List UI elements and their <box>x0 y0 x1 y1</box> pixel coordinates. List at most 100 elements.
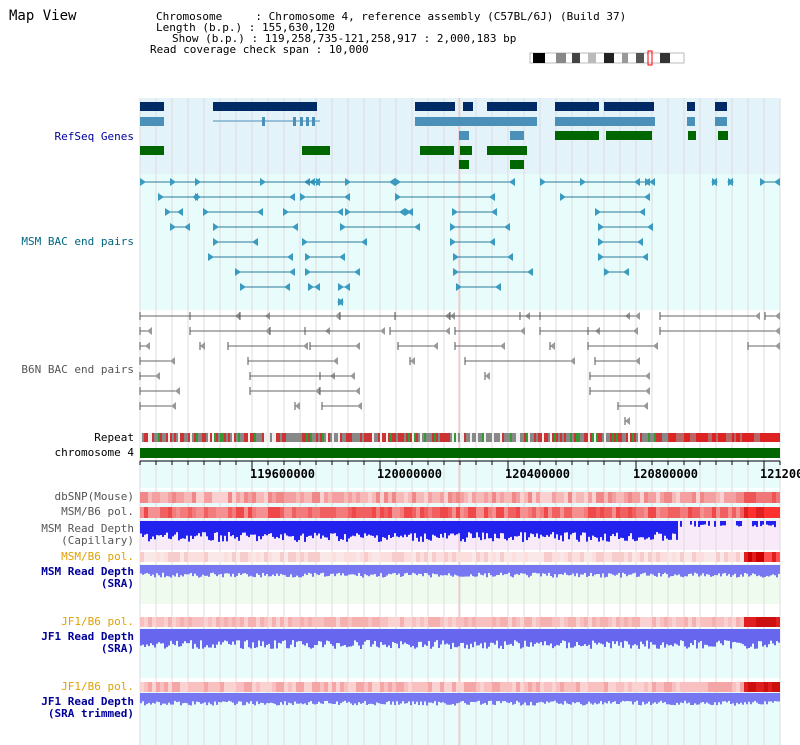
repeat-track[interactable] <box>140 433 780 442</box>
pol-segment <box>612 552 616 562</box>
track-label-b6n-bac[interactable]: B6N BAC end pairs <box>21 363 134 376</box>
repeat-segment <box>762 433 764 442</box>
pol-segment <box>140 492 144 503</box>
repeat-segment <box>766 433 768 442</box>
track-label-msm-b6-pol-2[interactable]: MSM/B6 pol. <box>61 550 134 563</box>
track-label-jf1-b6-pol-1[interactable]: JF1/B6 pol. <box>61 615 134 628</box>
pol-segment <box>448 682 452 692</box>
repeat-segment <box>734 433 736 442</box>
pol-segment <box>612 617 616 627</box>
track-label-jf1-b6-pol-2[interactable]: JF1/B6 pol. <box>61 680 134 693</box>
repeat-segment <box>632 433 634 442</box>
repeat-segment <box>604 433 606 442</box>
depth-bar <box>628 629 630 645</box>
refseq-genes-track[interactable] <box>140 102 728 169</box>
depth-bar <box>606 629 608 642</box>
track-label-refseq[interactable]: RefSeq Genes <box>54 130 134 143</box>
track-label-repeat[interactable]: Repeat <box>94 431 134 444</box>
depth-bar <box>558 565 560 575</box>
track-label-msm-b6-pol-1[interactable]: MSM/B6 pol. <box>61 505 134 518</box>
depth-bar <box>644 565 646 573</box>
pol-segment <box>564 617 568 627</box>
chromosome-bar[interactable] <box>140 448 780 458</box>
depth-bar <box>654 565 656 576</box>
depth-bar <box>488 521 490 539</box>
depth-bar <box>352 565 354 575</box>
jf1-trimmed-depth-track[interactable] <box>140 693 780 706</box>
depth-bar <box>754 629 756 649</box>
msm-capillary-depth-track[interactable] <box>140 521 776 542</box>
track-label-msm-capillary-depth[interactable]: MSM Read Depth (Capillary) <box>41 523 134 547</box>
gene-block <box>510 160 524 169</box>
depth-bar <box>320 565 322 574</box>
pol-segment <box>604 617 608 627</box>
depth-bar <box>556 521 558 535</box>
track-label-dbsnp[interactable]: dbSNP(Mouse) <box>54 490 134 503</box>
depth-bar <box>278 565 280 576</box>
pol-segment <box>668 682 672 692</box>
track-label-msm-sra-depth[interactable]: MSM Read Depth (SRA) <box>41 566 134 590</box>
depth-bar <box>268 693 270 704</box>
repeat-segment <box>392 433 394 442</box>
b6n-bac-track[interactable] <box>139 312 780 425</box>
depth-bar <box>260 629 262 646</box>
pol-segment <box>260 617 264 627</box>
depth-bar <box>232 693 234 703</box>
msm-b6-pol-track-2[interactable] <box>140 552 780 562</box>
depth-bar <box>718 629 720 641</box>
jf1-b6-pol-track-2[interactable] <box>140 682 780 692</box>
repeat-segment <box>538 433 540 442</box>
msm-sra-depth-track[interactable] <box>140 565 780 578</box>
depth-bar <box>390 521 392 538</box>
track-label-chromosome[interactable]: chromosome 4 <box>54 446 134 459</box>
pol-segment <box>600 492 604 503</box>
depth-bar <box>182 565 184 577</box>
depth-bar <box>240 565 242 575</box>
depth-bar <box>744 693 746 703</box>
depth-bar <box>666 629 668 645</box>
repeat-segment <box>410 433 412 442</box>
depth-bar <box>262 629 264 642</box>
depth-bar <box>586 565 588 578</box>
depth-bar <box>634 629 636 645</box>
depth-bar <box>594 521 596 537</box>
pol-segment <box>380 552 384 562</box>
pol-segment <box>660 492 664 503</box>
bac-end-marker <box>445 327 450 335</box>
repeat-segment <box>154 433 156 442</box>
depth-bar <box>510 693 512 702</box>
pol-segment <box>252 682 256 692</box>
pol-segment <box>328 507 332 518</box>
depth-bar <box>360 629 362 649</box>
depth-bar <box>496 629 498 641</box>
msm-b6-pol-track-1[interactable] <box>140 507 780 518</box>
depth-bar <box>614 565 616 576</box>
pol-segment <box>152 682 156 692</box>
pol-segment <box>292 552 296 562</box>
msm-bac-track[interactable] <box>140 178 780 306</box>
pol-segment <box>648 507 652 518</box>
jf1-b6-pol-track-1[interactable] <box>140 617 780 627</box>
bac-end-marker <box>257 208 263 216</box>
pol-segment <box>720 552 724 562</box>
depth-bar <box>516 629 518 642</box>
jf1-sra-depth-track[interactable] <box>140 629 780 649</box>
repeat-segment <box>356 433 358 442</box>
depth-bar <box>522 565 524 574</box>
track-label-jf1-sra-depth[interactable]: JF1 Read Depth (SRA) <box>41 631 134 655</box>
pol-segment <box>768 507 772 518</box>
depth-bar <box>200 565 202 577</box>
pol-segment <box>360 552 364 562</box>
depth-bar <box>434 521 436 536</box>
pol-segment <box>660 682 664 692</box>
repeat-segment <box>318 433 320 442</box>
track-label-msm-bac[interactable]: MSM BAC end pairs <box>21 235 134 248</box>
track-label-jf1-trimmed-depth[interactable]: JF1 Read Depth (SRA trimmed) <box>41 696 134 720</box>
dbsnp-track[interactable] <box>140 492 780 503</box>
pol-segment <box>732 617 736 627</box>
depth-bar <box>762 521 764 525</box>
depth-bar <box>178 521 180 541</box>
repeat-segment <box>552 433 554 442</box>
chromosome-ideogram[interactable] <box>529 50 685 66</box>
